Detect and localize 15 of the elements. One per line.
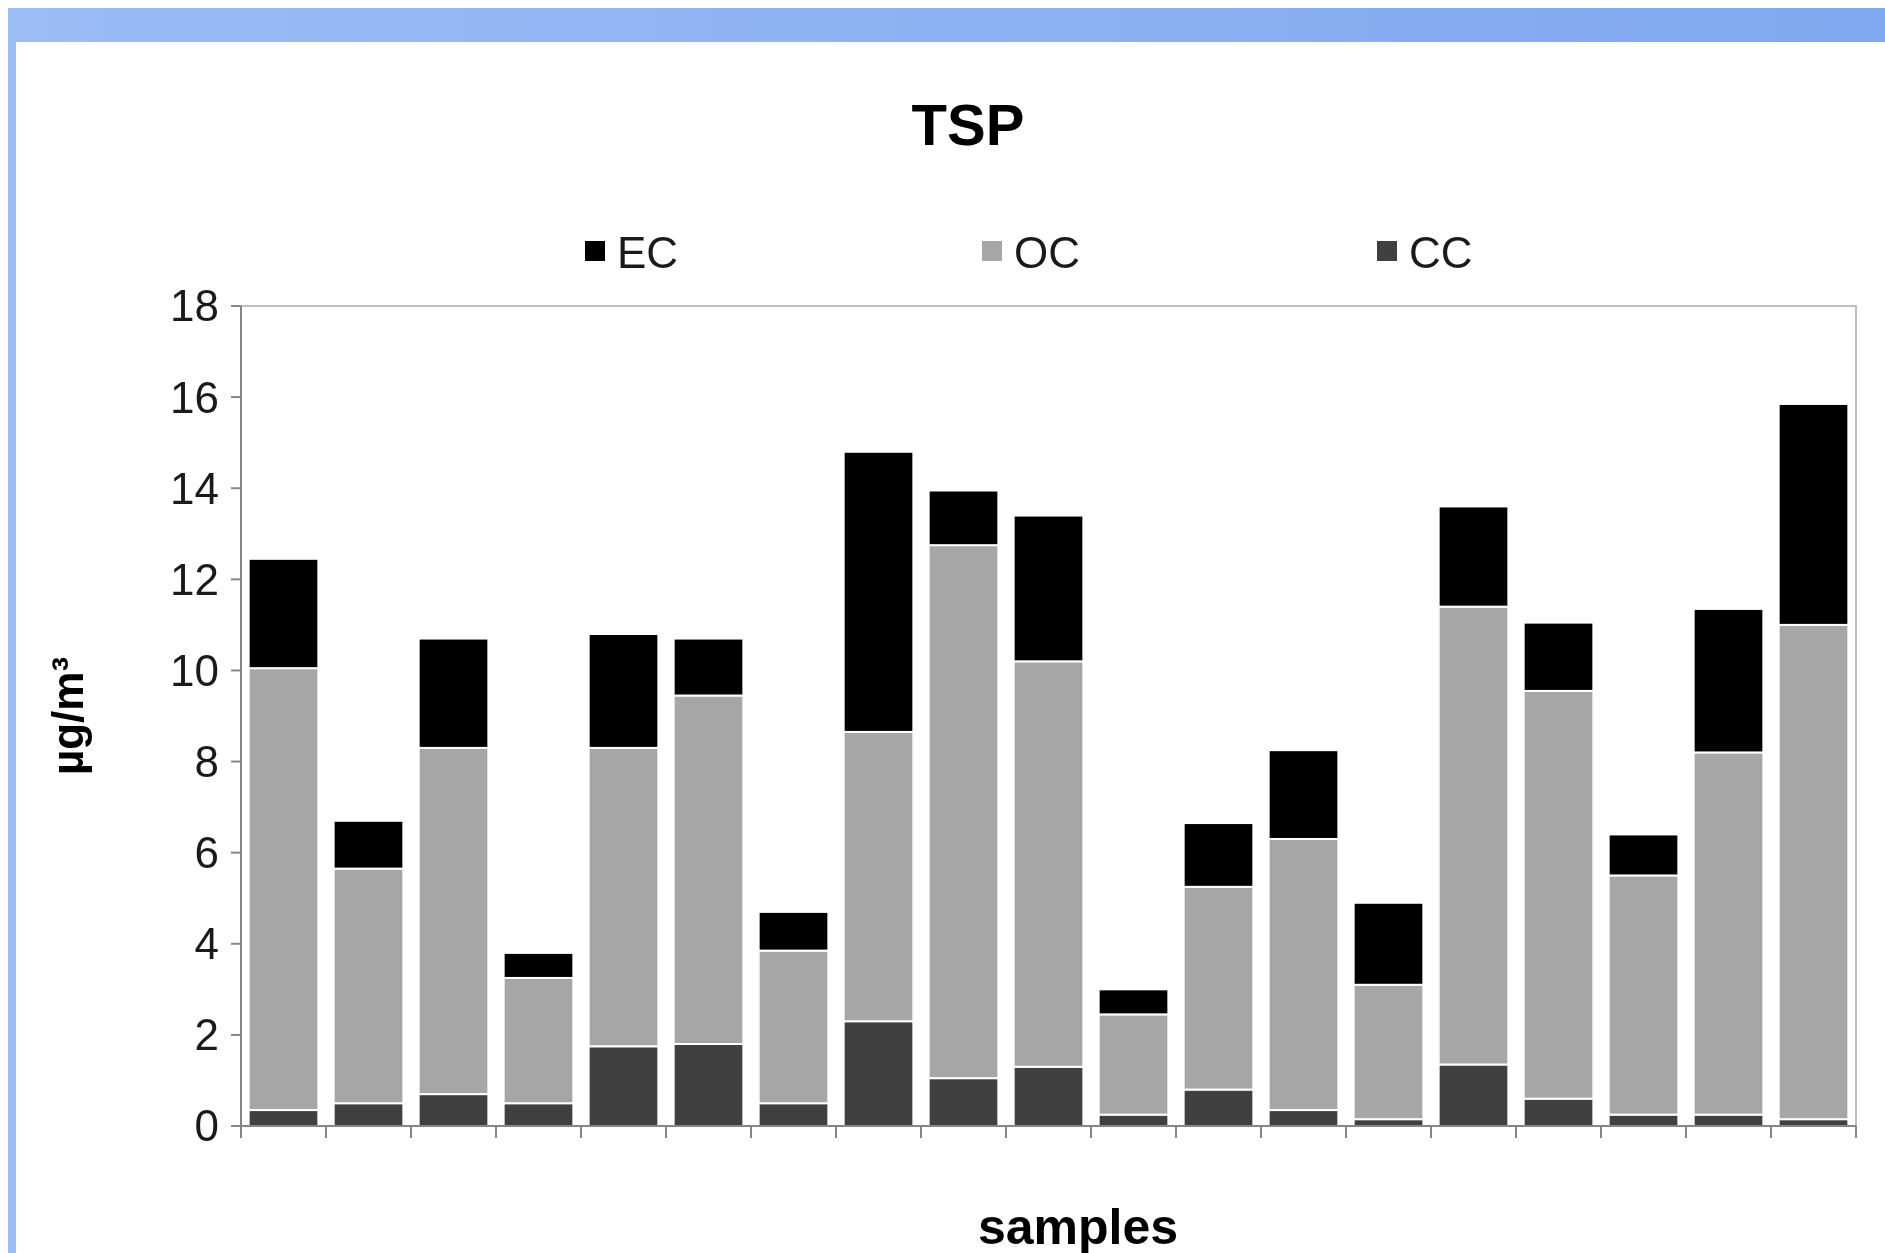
y-tick-label: 10 [170, 645, 219, 695]
legend-label: OC [1014, 228, 1080, 278]
y-tick-label: 18 [170, 281, 219, 331]
y-tick-label: 8 [194, 736, 219, 786]
y-tick-label: 14 [170, 463, 219, 513]
y-tick-label: 16 [170, 372, 219, 422]
y-tick-label: 6 [194, 828, 219, 878]
chart-title: TSP [911, 92, 1025, 158]
y-tick-label: 4 [194, 919, 219, 969]
legend-label: EC [617, 228, 679, 278]
y-tick-label: 12 [170, 554, 219, 604]
y-tick-label: 0 [194, 1101, 219, 1151]
y-tick-label: 2 [194, 1010, 219, 1060]
legend-label: CC [1409, 228, 1473, 278]
y-axis-title: µg/m³ [43, 656, 93, 776]
